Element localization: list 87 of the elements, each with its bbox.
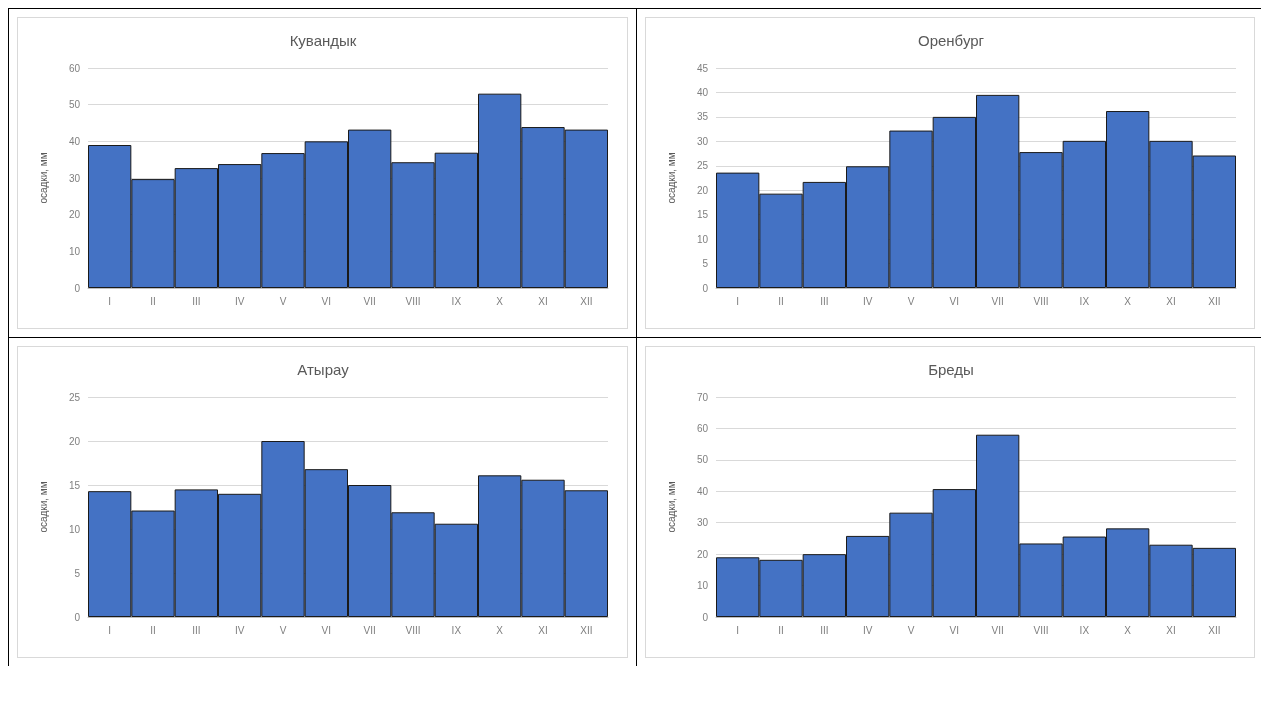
x-tick-label: I [736, 624, 740, 636]
y-tick-label: 0 [74, 611, 81, 623]
x-tick-label: VI [321, 295, 332, 307]
y-tick-label: 20 [696, 184, 709, 196]
y-tick-label: 50 [68, 99, 81, 111]
y-tick-label: 0 [702, 611, 709, 623]
x-tick-label: II [150, 624, 156, 636]
y-tick-label: 15 [68, 479, 81, 491]
x-tick-label: VII [363, 295, 376, 307]
x-tick-label: IX [451, 624, 462, 636]
chart-title: Атырау [297, 361, 350, 378]
y-tick-label: 5 [74, 567, 81, 579]
x-tick-label: II [778, 624, 784, 636]
x-tick-label: VIII [1033, 295, 1049, 307]
x-tick-label: IX [451, 295, 462, 307]
x-tick-label: X [1124, 295, 1132, 307]
y-axis-title: осадки, мм [665, 152, 677, 204]
y-tick-label: 30 [696, 517, 709, 529]
y-tick-label: 15 [696, 209, 709, 221]
y-tick-label: 10 [696, 233, 709, 245]
y-tick-label: 5 [702, 258, 709, 270]
x-tick-label: I [108, 624, 112, 636]
x-tick-label: VIII [405, 624, 421, 636]
y-tick-label: 20 [696, 548, 709, 560]
x-tick-label: XII [1208, 624, 1221, 636]
y-tick-label: 60 [68, 62, 81, 74]
y-tick-label: 50 [696, 454, 709, 466]
y-tick-label: 40 [696, 86, 709, 98]
y-tick-label: 10 [696, 580, 709, 592]
x-tick-label: I [736, 295, 740, 307]
y-tick-label: 35 [696, 111, 709, 123]
x-tick-label: XI [538, 624, 548, 636]
x-tick-label: II [778, 295, 784, 307]
x-tick-label: VII [363, 624, 376, 636]
x-tick-label: III [820, 624, 829, 636]
y-axis-title: осадки, мм [37, 152, 49, 204]
x-tick-label: III [192, 295, 201, 307]
y-tick-label: 60 [696, 422, 709, 434]
x-tick-label: III [820, 295, 829, 307]
x-tick-label: V [907, 295, 915, 307]
x-tick-label: XII [580, 624, 593, 636]
x-tick-label: X [496, 295, 504, 307]
y-axis-title: осадки, мм [665, 481, 677, 533]
x-tick-label: V [907, 624, 915, 636]
x-tick-label: VI [949, 295, 960, 307]
x-tick-label: IV [234, 624, 245, 636]
y-tick-label: 25 [68, 391, 81, 403]
y-tick-label: 25 [696, 160, 709, 172]
x-tick-label: IV [862, 295, 873, 307]
x-tick-label: XI [1166, 295, 1176, 307]
x-tick-label: XI [538, 295, 548, 307]
chart-title: Кувандык [289, 32, 357, 49]
x-tick-label: VIII [1033, 624, 1049, 636]
x-tick-label: II [150, 295, 156, 307]
chart-title: Оренбург [917, 32, 985, 49]
x-tick-label: XII [580, 295, 593, 307]
x-tick-label: VI [949, 624, 960, 636]
y-tick-label: 40 [68, 135, 81, 147]
y-tick-label: 20 [68, 435, 81, 447]
chart-title: Бреды [928, 361, 974, 378]
y-tick-label: 30 [68, 172, 81, 184]
x-tick-label: I [108, 295, 112, 307]
y-tick-label: 20 [68, 209, 81, 221]
x-tick-label: IX [1079, 295, 1090, 307]
y-axis-title: осадки, мм [37, 481, 49, 533]
y-tick-label: 40 [696, 485, 709, 497]
x-tick-label: VIII [405, 295, 421, 307]
x-tick-label: VI [321, 624, 332, 636]
x-tick-label: IV [862, 624, 873, 636]
x-tick-label: XII [1208, 295, 1221, 307]
y-tick-label: 10 [68, 245, 81, 257]
x-tick-label: V [279, 624, 287, 636]
x-tick-label: IX [1079, 624, 1090, 636]
x-tick-label: VII [991, 295, 1004, 307]
y-tick-label: 10 [68, 523, 81, 535]
y-tick-label: 70 [696, 391, 709, 403]
y-tick-label: 30 [696, 135, 709, 147]
y-tick-label: 0 [702, 282, 709, 294]
x-tick-label: III [192, 624, 201, 636]
y-tick-label: 0 [74, 282, 81, 294]
x-tick-label: XI [1166, 624, 1176, 636]
x-tick-label: X [496, 624, 504, 636]
y-tick-label: 45 [696, 62, 709, 74]
x-tick-label: X [1124, 624, 1132, 636]
x-tick-label: VII [991, 624, 1004, 636]
x-tick-label: V [279, 295, 287, 307]
x-tick-label: IV [234, 295, 245, 307]
